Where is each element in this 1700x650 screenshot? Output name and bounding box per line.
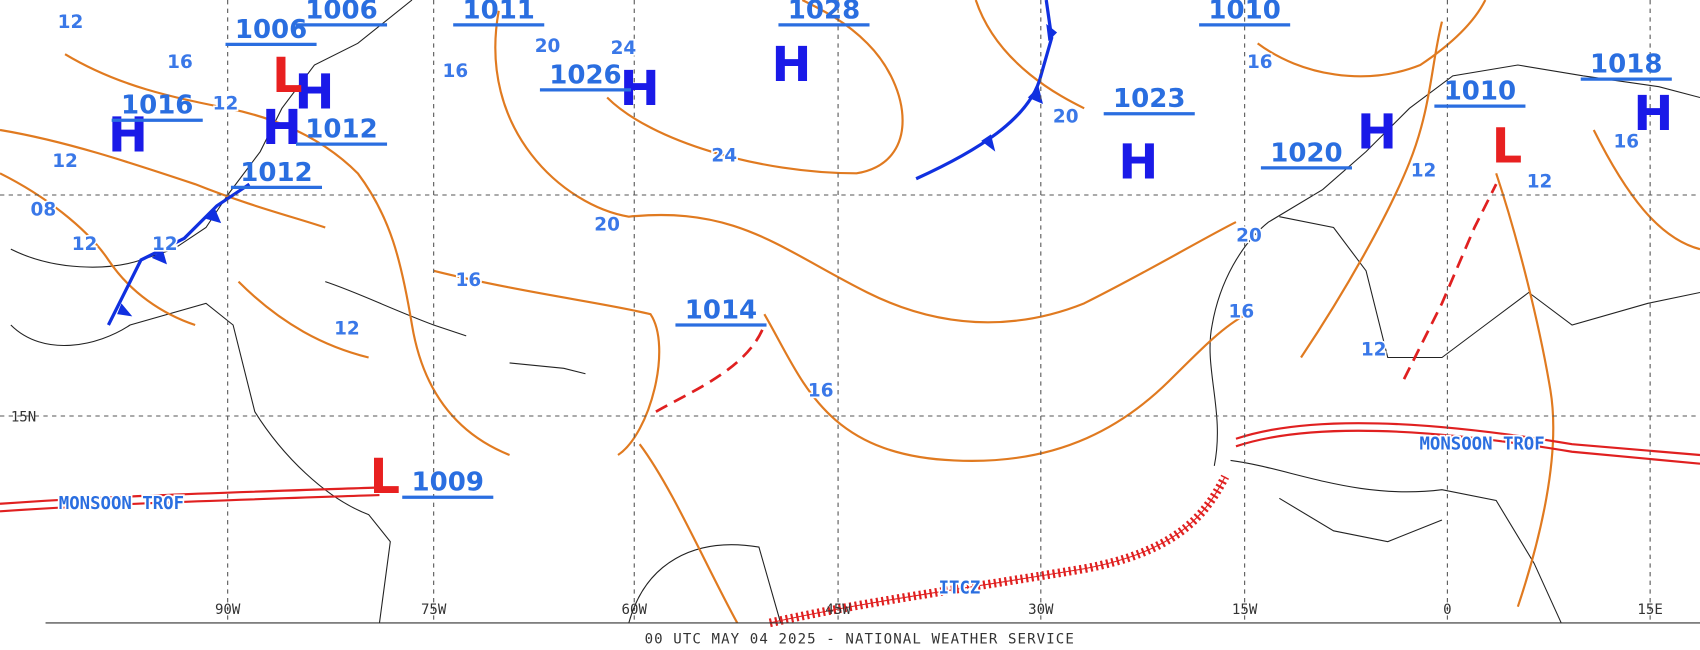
pressure-value: 1010 <box>1208 0 1280 25</box>
latitude-label: 15N <box>11 409 36 425</box>
isobar-label: 24 <box>711 145 737 166</box>
pressure-value: 1006 <box>235 15 307 45</box>
pressure-center-letter: L <box>272 49 302 104</box>
isobar-label: 20 <box>594 215 620 236</box>
pressure-value: 1012 <box>305 115 377 145</box>
pressure-center-letter: H <box>1118 136 1158 191</box>
pressure-center-letter: H <box>1633 87 1673 142</box>
pressure-value: 1016 <box>121 91 193 121</box>
longitude-label: 45W <box>825 602 851 618</box>
longitude-label: 30W <box>1028 602 1054 618</box>
longitude-label: 15E <box>1637 602 1662 618</box>
isobar-label: 16 <box>456 270 482 291</box>
isobar-label: 16 <box>443 61 469 82</box>
pressure-value: 1018 <box>1590 50 1662 80</box>
pressure-center-letter: H <box>771 38 811 93</box>
fronts <box>106 0 1498 413</box>
pressure-value: 1014 <box>685 296 757 326</box>
isobar-label: 12 <box>1527 171 1553 192</box>
pressure-value: 1010 <box>1444 77 1516 107</box>
pressure-value: 1012 <box>240 158 312 188</box>
longitude-label: 0 <box>1443 602 1451 618</box>
labels: 90W 75W 60W 45W 30W 15W 0 15E15N242024201616201… <box>11 0 1673 618</box>
pressure-value: 1026 <box>549 60 621 90</box>
longitude-label: 60W <box>622 602 648 618</box>
longitude-label: 75W <box>421 602 447 618</box>
isobar-label: 16 <box>167 52 193 73</box>
pressure-value: 1006 <box>305 0 377 25</box>
isobar-label: 16 <box>1247 52 1273 73</box>
pressure-value: 1011 <box>463 0 535 25</box>
isobar-label: 12 <box>152 234 178 255</box>
isobar-label: 20 <box>535 36 561 57</box>
pressure-center-letter: H <box>1357 105 1397 160</box>
isobar-label: 20 <box>1053 106 1079 127</box>
pressure-value: 1028 <box>788 0 860 25</box>
isobar-label: 12 <box>334 319 360 340</box>
pressure-center-letter: H <box>294 65 334 120</box>
grid <box>0 0 1700 624</box>
coastlines <box>10 0 1700 624</box>
pressure-center-letter: H <box>262 101 302 156</box>
feature-label: MONSOON TROF <box>1419 435 1544 455</box>
pressure-value: 1023 <box>1113 84 1185 114</box>
feature-label: MONSOON TROF <box>59 494 184 514</box>
isobar-label: 24 <box>611 38 637 59</box>
isobar-label: 16 <box>1229 301 1255 322</box>
pressure-center-letter: H <box>108 109 148 164</box>
feature-label: ITCZ <box>939 579 981 599</box>
isobar-label: 12 <box>1361 339 1387 360</box>
isobar-label: 12 <box>213 93 239 114</box>
longitude-label: 15W <box>1232 602 1258 618</box>
isobar-label: 20 <box>1236 226 1262 247</box>
convergence-zones <box>0 422 1700 628</box>
isobar-label: 12 <box>1411 161 1437 182</box>
isobar-label: 16 <box>808 381 834 402</box>
longitude-label: 90W <box>215 602 241 618</box>
pressure-center-letter: L <box>370 450 400 505</box>
isobar-label: 16 <box>1613 131 1639 152</box>
footer: 00 UTC MAY 04 2025 - NATIONAL WEATHER SE… <box>645 632 1075 648</box>
pressure-value: 1009 <box>412 468 484 498</box>
isobar-label: 08 <box>31 200 57 221</box>
isobars <box>0 0 1700 624</box>
pressure-center-letter: L <box>1492 120 1522 175</box>
pressure-value: 1020 <box>1270 138 1342 168</box>
isobar-label: 12 <box>58 12 84 33</box>
isobar-label: 12 <box>52 151 78 172</box>
isobar-label: 12 <box>72 234 98 255</box>
